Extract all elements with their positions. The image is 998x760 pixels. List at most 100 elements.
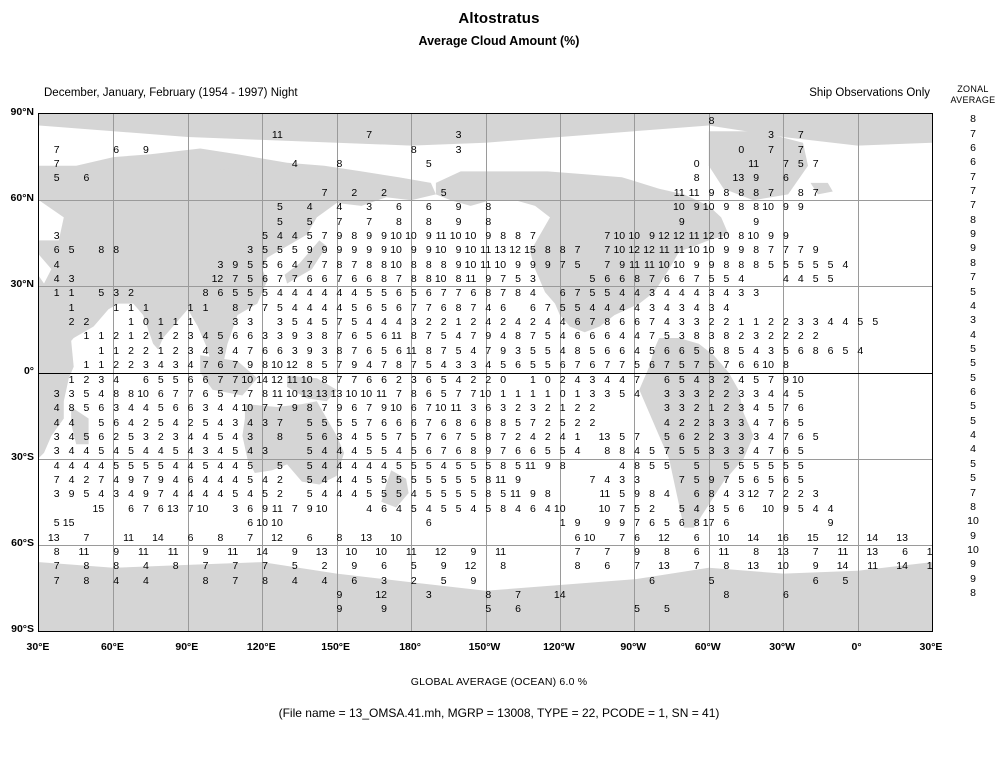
cloud-amount-cell: 8 [500,560,507,573]
cloud-amount-cell: 8 [440,258,447,271]
cloud-amount-cell: 6 [515,603,521,616]
cloud-amount-cell: 5 [366,474,373,486]
cloud-amount-cell: 7 [425,301,432,314]
cloud-amount-cell: 3 [738,416,745,429]
cloud-amount-cell: 4 [113,373,120,386]
cloud-amount-cell: 4 [396,445,402,458]
cloud-amount-cell: 5 [678,373,685,386]
cloud-amount-cell: 5 [842,344,849,357]
cloud-amount-cell: 5 [410,287,417,300]
cloud-amount-cell: 7 [634,517,641,530]
cloud-amount-cell: 7 [276,416,283,429]
cloud-amount-cell: 4 [68,430,75,443]
cloud-amount-cell: 4 [68,445,75,458]
cloud-amount-cell: 4 [187,359,194,372]
cloud-amount-cell: 5 [485,459,492,472]
cloud-amount-cell: 3 [693,316,700,329]
cloud-amount-cell: 6 [306,531,313,544]
cloud-amount-cell: 8 [321,330,328,343]
cloud-amount-cell: 9 [455,215,462,228]
cloud-amount-cell: 7 [693,560,700,573]
cloud-amount-cell: 2 [83,373,90,386]
cloud-amount-cell: 5 [440,387,447,400]
graticule-grid-layer [39,114,932,631]
cloud-amount-cell: 5 [98,416,105,429]
cloud-amount-cell: 9 [827,517,834,530]
cloud-amount-cell: 6 [425,201,432,214]
cloud-amount-cell: 3 [68,387,75,400]
cloud-amount-cell: 7 [693,359,700,372]
cloud-amount-cell: 13 [360,531,373,544]
cloud-amount-cell: 10 [434,273,447,285]
cloud-amount-cell: 5 [797,474,804,486]
cloud-amount-cell: 5 [440,474,447,486]
cloud-amount-cell: 7 [425,330,432,343]
gridline-meridian [783,114,784,631]
cloud-amount-cell: 5 [455,459,462,472]
cloud-amount-cell: 5 [797,258,804,271]
cloud-amount-cell: 7 [366,416,373,429]
cloud-amount-cell: 3 [723,416,730,429]
cloud-amount-cell: 9 [500,344,507,357]
cloud-amount-cell: 8 [485,474,492,486]
zonal-average-value: 9 [970,572,976,585]
cloud-amount-cell: 9 [485,273,492,285]
cloud-amount-cell: 11 [376,387,387,400]
gridline-parallel [39,200,932,201]
cloud-amount-cell: 3 [217,258,224,271]
global-average-label: GLOBAL AVERAGE (OCEAN) 6.0 % [410,676,588,688]
cloud-amount-cell: 7 [396,387,402,400]
cloud-amount-cell: 4 [723,287,730,300]
cloud-amount-cell: 6 [381,330,387,343]
cloud-amount-cell: 8 [351,229,358,242]
cloud-amount-cell: 9 [783,229,789,242]
cloud-amount-cell: 5 [693,459,700,472]
cloud-amount-cell: 13 [747,560,760,573]
cloud-amount-cell: 6 [589,359,596,372]
cloud-amount-cell: 6 [351,402,358,415]
cloud-amount-cell: 5 [738,344,745,357]
cloud-amount-cell: 5 [276,301,283,314]
cloud-amount-cell: 13 [315,545,328,558]
cloud-amount-cell: 3 [232,316,239,329]
cloud-amount-cell: 5 [396,474,402,486]
zonal-average-value: 6 [970,386,976,399]
cloud-amount-cell: 5 [768,258,774,271]
cloud-amount-cell: 10 [360,387,373,400]
cloud-amount-cell: 5 [262,244,268,257]
cloud-amount-cell: 6 [783,588,789,601]
map-plot-area[interactable]: 8 11 7 3 3 7 7 6 9 8 3 0 7 7 7 4 8 5 0 11 7 5 7 5 6 8 13 9 6 7 2 2 5 11 11… [38,113,933,632]
cloud-amount-cell: 4 [738,273,745,285]
cloud-amount-cell: 2 [783,330,789,343]
cloud-amount-cell: 2 [68,316,75,329]
cloud-amount-cell: 1 [157,316,164,329]
cloud-amount-cell: 7 [291,502,298,515]
cloud-amount-cell: 9 [455,258,462,271]
cloud-amount-cell: 5 [366,287,373,300]
cloud-amount-cell: 4 [143,574,149,587]
cloud-amount-cell: 4 [396,502,402,515]
cloud-amount-cell: 4 [663,488,670,501]
page-subtitle: Average Cloud Amount (%) [418,34,580,48]
zonal-average-value: 7 [970,184,976,197]
cloud-amount-cell: 8 [738,201,745,214]
longitude-tick-label: 90°W [620,641,647,653]
cloud-amount-cell: 6 [827,344,834,357]
cloud-amount-cell: 5 [321,316,328,329]
latitude-tick-label: 90°N [10,106,34,118]
cloud-amount-cell: 5 [723,273,730,285]
zonal-average-header: ZONAL AVERAGE [948,84,998,106]
zonal-average-value: 5 [970,371,976,384]
cloud-amount-cell: 9 [738,244,745,257]
cloud-amount-cell: 9 [530,258,536,271]
cloud-amount-cell: 6 [306,273,313,285]
cloud-amount-cell: 6 [440,430,447,443]
cloud-amount-cell: 4 [321,287,328,300]
zonal-average-value: 6 [970,141,976,154]
cloud-amount-cell: 10 [434,402,447,415]
cloud-amount-cell: 7 [768,186,774,199]
cloud-amount-cell: 7 [366,215,373,228]
cloud-amount-cell: 9 [381,402,387,415]
cloud-amount-cell: 5 [291,560,298,573]
cloud-amount-cell: 6 [396,201,402,214]
